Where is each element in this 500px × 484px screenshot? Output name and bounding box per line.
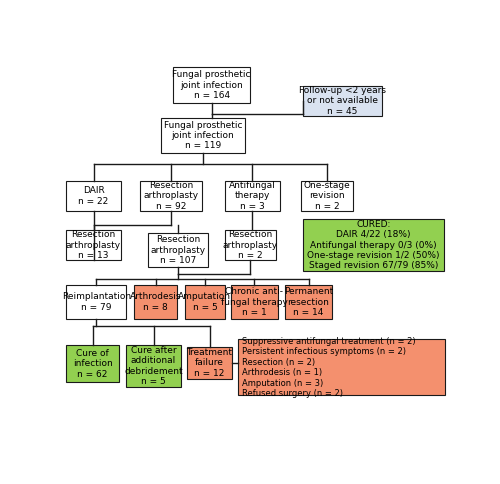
Text: Fungal prosthetic
joint infection
n = 119: Fungal prosthetic joint infection n = 11…: [164, 121, 242, 151]
Text: Suppressive antifungal treatment (n = 2)
Persistent infectious symptoms (n = 2)
: Suppressive antifungal treatment (n = 2)…: [242, 337, 415, 398]
FancyBboxPatch shape: [303, 86, 382, 116]
FancyBboxPatch shape: [126, 345, 180, 387]
FancyBboxPatch shape: [303, 219, 444, 271]
FancyBboxPatch shape: [301, 181, 353, 211]
Text: Resection
arthroplasty
n = 13: Resection arthroplasty n = 13: [66, 230, 121, 260]
Text: Cure after
additional
debridement
n = 5: Cure after additional debridement n = 5: [124, 346, 183, 386]
FancyBboxPatch shape: [140, 181, 202, 211]
FancyBboxPatch shape: [134, 286, 177, 319]
FancyBboxPatch shape: [173, 67, 250, 103]
Text: Fungal prosthetic
joint infection
n = 164: Fungal prosthetic joint infection n = 16…: [172, 70, 251, 100]
FancyBboxPatch shape: [184, 286, 225, 319]
Text: Chronic anti-
fungal therapy
n = 1: Chronic anti- fungal therapy n = 1: [221, 287, 288, 317]
Text: Antifungal
therapy
n = 3: Antifungal therapy n = 3: [229, 181, 276, 211]
FancyBboxPatch shape: [225, 181, 280, 211]
FancyBboxPatch shape: [66, 286, 126, 319]
FancyBboxPatch shape: [188, 347, 232, 378]
Text: Arthrodesis
n = 8: Arthrodesis n = 8: [130, 292, 181, 312]
Text: Treatment
failure
n = 12: Treatment failure n = 12: [186, 348, 232, 378]
Text: Cure of
infection
n = 62: Cure of infection n = 62: [72, 349, 112, 378]
Text: CURED:
DAIR 4/22 (18%)
Antifungal therapy 0/3 (0%)
One-stage revision 1/2 (50%)
: CURED: DAIR 4/22 (18%) Antifungal therap…: [307, 220, 440, 271]
Text: One-stage
revision
n = 2: One-stage revision n = 2: [304, 181, 350, 211]
Text: Resection
arthroplasty
n = 107: Resection arthroplasty n = 107: [150, 235, 206, 265]
Text: DAIR
n = 22: DAIR n = 22: [78, 186, 108, 206]
FancyBboxPatch shape: [225, 230, 276, 260]
FancyBboxPatch shape: [66, 181, 120, 211]
Text: Reimplantation
n = 79: Reimplantation n = 79: [62, 292, 131, 312]
FancyBboxPatch shape: [231, 286, 278, 319]
Text: Resection
arthroplasty
n = 92: Resection arthroplasty n = 92: [144, 181, 199, 211]
FancyBboxPatch shape: [286, 286, 332, 319]
FancyBboxPatch shape: [66, 230, 120, 260]
FancyBboxPatch shape: [238, 339, 445, 395]
Text: Resection
arthroplasty
n = 2: Resection arthroplasty n = 2: [223, 230, 278, 260]
Text: Amputation
n = 5: Amputation n = 5: [178, 292, 232, 312]
FancyBboxPatch shape: [162, 118, 244, 153]
Text: Permanent
resection
n = 14: Permanent resection n = 14: [284, 287, 333, 317]
FancyBboxPatch shape: [66, 345, 118, 382]
FancyBboxPatch shape: [148, 233, 208, 267]
Text: Follow-up <2 years
or not available
n = 45: Follow-up <2 years or not available n = …: [299, 86, 386, 116]
